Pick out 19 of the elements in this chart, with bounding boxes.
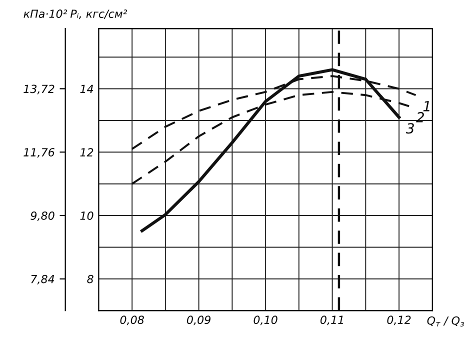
x-tick-label: 0,08 xyxy=(120,316,144,326)
y2-axis-title: кПа·10² xyxy=(24,10,68,18)
y-tick-label: 10 xyxy=(80,212,94,220)
y2-tick-label: 11,76 xyxy=(24,148,54,158)
x-tick-label: 0,11 xyxy=(320,316,343,326)
y-tick-label: 12 xyxy=(80,148,94,156)
x-tick-label: 0,09 xyxy=(186,316,210,326)
y2-tick-label: 13,72 xyxy=(24,84,54,94)
x-axis-title: Q$_{т}$ / Q$_{з}$ xyxy=(427,316,464,327)
y-tick-label: 8 xyxy=(87,274,94,284)
y2-tick-label: 9,80 xyxy=(30,211,54,222)
y2-tick-label: 7,84 xyxy=(31,274,54,284)
annotation: 1 xyxy=(423,101,430,112)
annotation: 2 xyxy=(416,112,424,122)
y-axis-title: Pᵢ, кгс/см² xyxy=(70,10,128,20)
x-tick-label: 0,12 xyxy=(387,316,411,326)
x-tick-label: 0,10 xyxy=(254,316,278,326)
y-tick-label: 14 xyxy=(80,84,94,93)
annotation: 3 xyxy=(406,123,414,134)
